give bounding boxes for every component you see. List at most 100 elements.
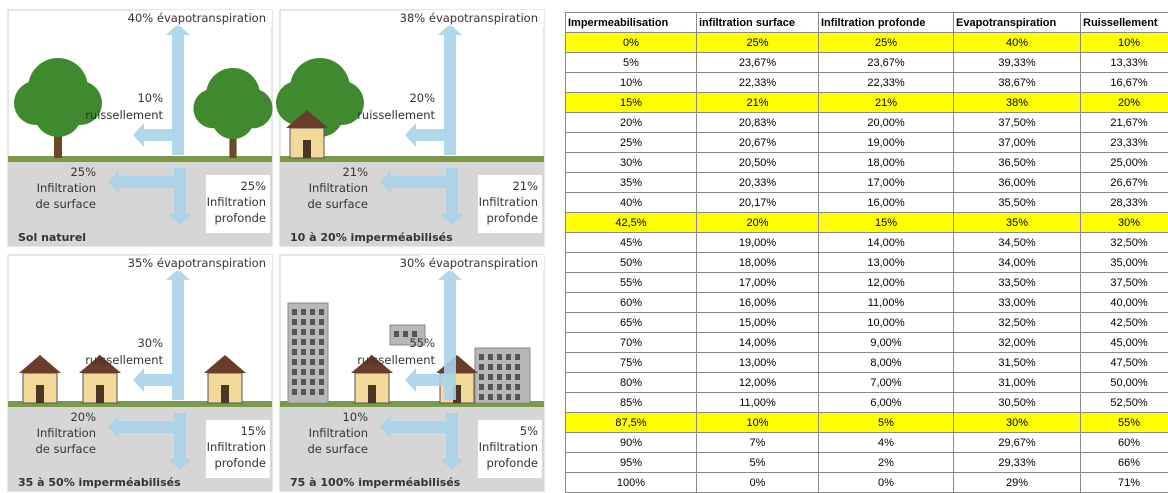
table-row: 42,5%20%15%35%30% [566, 213, 1168, 233]
window [488, 354, 493, 360]
table-cell: 90% [566, 433, 697, 453]
table-cell: 21% [697, 93, 819, 113]
table-cell: 0% [566, 33, 697, 53]
panel-caption: 10 à 20% imperméabilisés [290, 231, 453, 244]
table-cell: 38,67% [954, 73, 1081, 93]
infiltration-profonde-label: 21% [512, 179, 538, 193]
table-container: Impermeabilisationinfiltration surfaceIn… [565, 12, 1168, 493]
table-cell: 21% [819, 93, 954, 113]
window [319, 369, 324, 375]
tree-leaves [211, 96, 254, 139]
table-cell: 15,00% [697, 313, 819, 333]
window [506, 374, 511, 380]
table-cell: 80% [566, 373, 697, 393]
table-row: 80%12,00%7,00%31,00%50,00% [566, 373, 1168, 393]
window [488, 364, 493, 370]
window [497, 394, 502, 400]
table-row: 55%17,00%12,00%33,50%37,50% [566, 273, 1168, 293]
panel-caption: 75 à 100% imperméabilisés [290, 476, 461, 489]
infiltration-profonde-label: Infiltration [479, 195, 538, 209]
window [506, 364, 511, 370]
table-cell: 10% [566, 73, 697, 93]
table-row: 40%20,17%16,00%35,50%28,33% [566, 193, 1168, 213]
window [403, 331, 408, 337]
table-row: 87,5%10%5%30%55% [566, 413, 1168, 433]
table-cell: 12,00% [697, 373, 819, 393]
window [506, 384, 511, 390]
infiltration-profonde-label: profonde [486, 211, 538, 225]
table-cell: 30% [1081, 213, 1168, 233]
table-cell: 22,33% [697, 73, 819, 93]
table-cell: 36,00% [954, 173, 1081, 193]
window [488, 384, 493, 390]
header-row: Impermeabilisationinfiltration surfaceIn… [566, 13, 1168, 33]
table-cell: 20,67% [697, 133, 819, 153]
table-cell: 85% [566, 393, 697, 413]
infiltration-surface-label: de surface [307, 197, 368, 211]
table-cell: 45,00% [1081, 333, 1168, 353]
infiltration-surface-label: Infiltration [309, 426, 368, 440]
table-cell: 11,00% [819, 293, 954, 313]
window [292, 309, 297, 315]
table-cell: 71% [1081, 473, 1168, 493]
table-cell: 17,00% [819, 173, 954, 193]
window [301, 329, 306, 335]
house-door [303, 140, 311, 158]
table-row: 45%19,00%14,00%34,50%32,50% [566, 233, 1168, 253]
window [301, 309, 306, 315]
ruissellement-label: 30% [137, 336, 163, 350]
table-cell: 50,00% [1081, 373, 1168, 393]
table-cell: 19,00% [819, 133, 954, 153]
table-row: 85%11,00%6,00%30,50%52,50% [566, 393, 1168, 413]
table-cell: 32,50% [1081, 233, 1168, 253]
panel: 38% évapotranspiration20%ruissellement21… [276, 10, 544, 246]
table-cell: 37,50% [1081, 273, 1168, 293]
table-cell: 35,00% [1081, 253, 1168, 273]
table-row: 15%21%21%38%20% [566, 93, 1168, 113]
table-cell: 60% [566, 293, 697, 313]
table-cell: 25% [697, 33, 819, 53]
table-cell: 25% [819, 33, 954, 53]
window [292, 359, 297, 365]
window [310, 319, 315, 325]
window [319, 329, 324, 335]
table-cell: 30% [954, 413, 1081, 433]
window [301, 319, 306, 325]
table-cell: 33,00% [954, 293, 1081, 313]
ruissellement-label: 20% [409, 91, 435, 105]
table-cell: 5% [697, 453, 819, 473]
ruissellement-label: 55% [409, 336, 435, 350]
infiltration-surface-label: Infiltration [37, 181, 96, 195]
window [515, 374, 520, 380]
table-cell: 7% [697, 433, 819, 453]
table-cell: 13,00% [819, 253, 954, 273]
table-row: 50%18,00%13,00%34,00%35,00% [566, 253, 1168, 273]
table-row: 35%20,33%17,00%36,00%26,67% [566, 173, 1168, 193]
table-cell: 23,67% [819, 53, 954, 73]
window [497, 374, 502, 380]
infiltration-surface-label: de surface [35, 197, 96, 211]
window [479, 394, 484, 400]
ruissellement-label: ruissellement [357, 108, 435, 122]
infiltration-surface-label: de surface [35, 442, 96, 456]
table-cell: 20% [1081, 93, 1168, 113]
table-row: 0%25%25%40%10% [566, 33, 1168, 53]
table-cell: 15% [819, 213, 954, 233]
table-cell: 28,33% [1081, 193, 1168, 213]
table-cell: 37,50% [954, 113, 1081, 133]
table-cell: 29,33% [954, 453, 1081, 473]
table-cell: 35% [566, 173, 697, 193]
table-row: 30%20,50%18,00%36,50%25,00% [566, 153, 1168, 173]
window [292, 319, 297, 325]
table-cell: 40% [566, 193, 697, 213]
house-door [221, 385, 229, 403]
table-cell: 20,00% [819, 113, 954, 133]
table-cell: 19,00% [697, 233, 819, 253]
table-cell: 5% [566, 53, 697, 73]
infiltration-surface-label: 10% [342, 410, 368, 424]
window [310, 309, 315, 315]
window [497, 354, 502, 360]
infiltration-surface-label: 25% [70, 165, 96, 179]
table-cell: 0% [819, 473, 954, 493]
panel-caption: Sol naturel [18, 231, 86, 244]
